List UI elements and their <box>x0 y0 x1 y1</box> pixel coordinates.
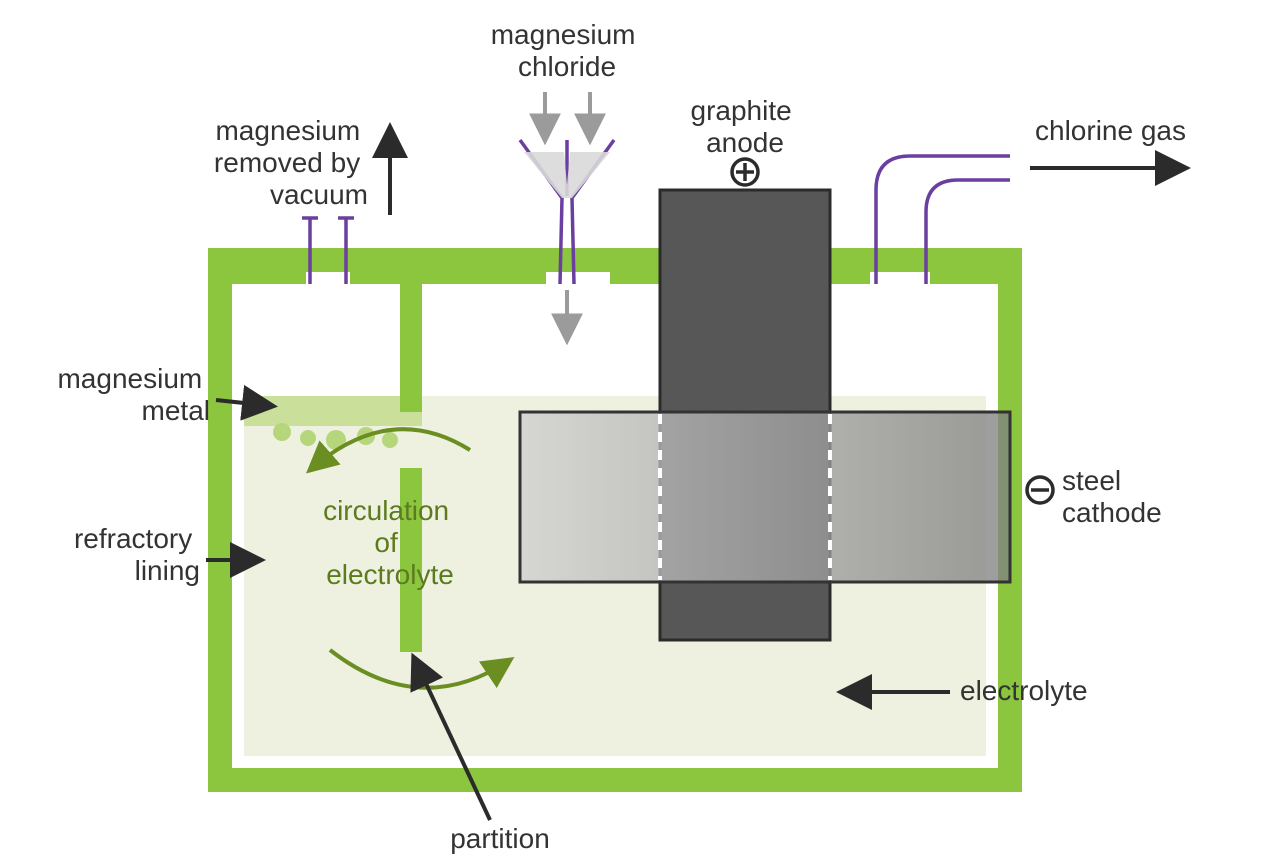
mg-metal-label: magnesium metal <box>57 363 210 426</box>
partition-label: partition <box>450 823 550 854</box>
refractory-lining-label: refractory lining <box>74 523 200 586</box>
mg-removed-label: magnesium removed by vacuum <box>214 115 368 210</box>
steel-cathode <box>520 412 1010 582</box>
chlorine-gas-label: chlorine gas <box>1035 115 1186 146</box>
cathode-minus-icon <box>1027 477 1053 503</box>
magnesium-metal-layer <box>244 396 422 426</box>
mg-chloride-label: magnesium chloride <box>491 19 644 82</box>
steel-cathode-label: steel cathode <box>1062 465 1162 528</box>
electrolysis-cell-diagram: magnesium chloride magnesium removed by … <box>0 0 1280 867</box>
graphite-anode-label: graphite anode <box>691 95 800 158</box>
anode-plus-icon <box>732 159 758 185</box>
partition-upper <box>400 284 422 412</box>
electrolyte-label: electrolyte <box>960 675 1088 706</box>
